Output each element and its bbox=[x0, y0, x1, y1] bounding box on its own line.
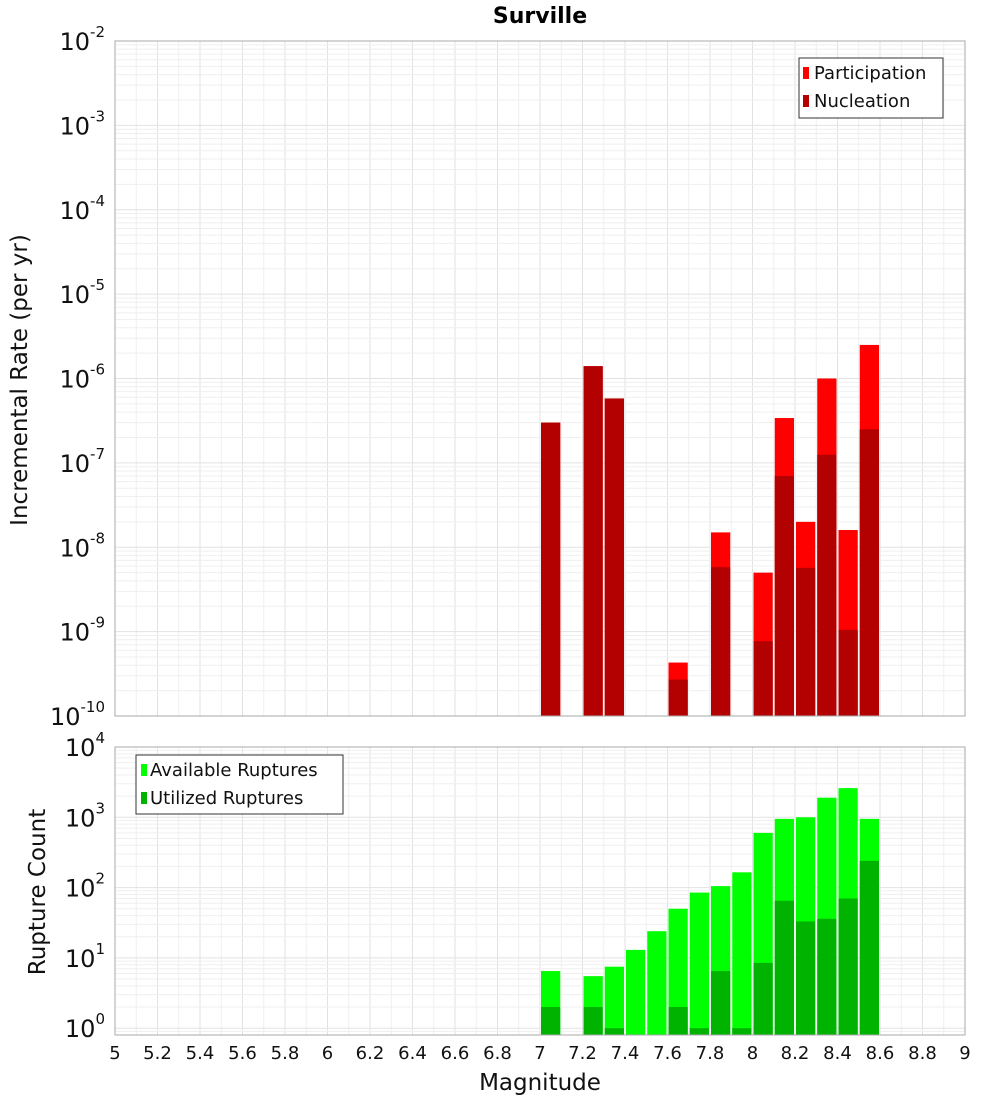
x-tick-label: 7 bbox=[534, 1043, 545, 1064]
utilized-swatch bbox=[141, 792, 147, 804]
count-bar-utilized-ruptures bbox=[541, 1007, 561, 1035]
count-bar-utilized-ruptures bbox=[668, 1007, 688, 1035]
count-bars bbox=[541, 788, 879, 1035]
rate-bars bbox=[541, 344, 879, 716]
participation-legend-label: Participation bbox=[814, 63, 926, 84]
x-tick-label: 7.4 bbox=[611, 1043, 640, 1064]
participation-swatch bbox=[803, 67, 809, 79]
rate-legend-box bbox=[798, 57, 944, 119]
rate-y-tick-label: 10-7 bbox=[59, 445, 105, 478]
rate-y-ticks: 10-2 10-3 10-4 10-5 10-6 10-7 10-8 10-9 10-10 bbox=[50, 23, 105, 731]
x-tick-label: 7.6 bbox=[653, 1043, 682, 1064]
rate-y-tick-label: 10-3 bbox=[59, 107, 105, 140]
count-plot-border bbox=[114, 746, 966, 1036]
count-y-axis-label: Rupture Count bbox=[25, 809, 51, 975]
rate-gridlines bbox=[114, 41, 966, 717]
x-axis-label: Magnitude bbox=[479, 1070, 601, 1096]
count-bar-available-ruptures bbox=[604, 966, 624, 1035]
count-y-tick-label: 102 bbox=[65, 870, 105, 903]
count-y-tick-label: 100 bbox=[65, 1010, 105, 1043]
count-y-tick-label: 103 bbox=[65, 799, 105, 832]
count-legend-box bbox=[135, 754, 344, 815]
x-tick-label: 5.6 bbox=[228, 1043, 257, 1064]
rate-panel: 10-2 10-3 10-4 10-5 10-6 10-7 10-8 10-9 10-10 In… bbox=[7, 23, 966, 731]
x-tick-label: 7.2 bbox=[568, 1043, 597, 1064]
count-bar-available-ruptures bbox=[668, 908, 688, 1035]
x-tick-label: 5.4 bbox=[186, 1043, 215, 1064]
x-tick-label: 7.8 bbox=[696, 1043, 725, 1064]
rate-bar-nucleation bbox=[604, 398, 624, 716]
x-tick-label: 5 bbox=[109, 1043, 120, 1064]
count-bar-utilized-ruptures bbox=[753, 962, 773, 1035]
count-y-ticks: 104 103 102 101 100 bbox=[65, 729, 105, 1043]
x-tick-label: 9 bbox=[959, 1043, 970, 1064]
rate-bar-nucleation bbox=[796, 567, 816, 716]
rate-plot-border bbox=[114, 40, 966, 717]
chart-title: Surville bbox=[493, 4, 587, 29]
rate-legend: Participation Nucleation bbox=[798, 57, 944, 119]
count-bar-available-ruptures bbox=[647, 931, 667, 1035]
count-panel: 104 103 102 101 100 5 5.2 5.4 5.6 5.8 6 6.2 6.4 6.6 6… bbox=[25, 729, 971, 1096]
x-tick-label: 6.4 bbox=[398, 1043, 427, 1064]
count-bar-available-ruptures bbox=[732, 872, 752, 1035]
rate-bar-nucleation bbox=[774, 475, 794, 716]
rate-bar-nucleation bbox=[711, 567, 731, 716]
x-ticks: 5 5.2 5.4 5.6 5.8 6 6.2 6.4 6.6 6.8 7 7.2 7.4 7.6 7.8 8… bbox=[109, 1043, 970, 1064]
x-tick-label: 6.2 bbox=[356, 1043, 385, 1064]
count-bar-utilized-ruptures bbox=[711, 971, 731, 1035]
rate-bar-nucleation bbox=[583, 366, 603, 716]
rate-y-tick-label: 10-8 bbox=[59, 529, 105, 562]
available-legend-label: Available Ruptures bbox=[150, 760, 318, 781]
count-bar-utilized-ruptures bbox=[838, 898, 858, 1035]
count-bar-utilized-ruptures bbox=[604, 1028, 624, 1035]
rate-y-tick-label: 10-9 bbox=[59, 614, 105, 647]
x-tick-label: 8.2 bbox=[781, 1043, 810, 1064]
rate-bar-nucleation bbox=[859, 429, 879, 716]
count-bar-available-ruptures bbox=[689, 892, 709, 1035]
x-tick-label: 6.6 bbox=[441, 1043, 470, 1064]
x-tick-label: 8 bbox=[747, 1043, 758, 1064]
rate-bar-nucleation bbox=[817, 454, 837, 716]
available-swatch bbox=[141, 764, 147, 776]
rate-bar-nucleation bbox=[541, 422, 561, 716]
x-tick-label: 5.8 bbox=[271, 1043, 300, 1064]
rate-bar-nucleation bbox=[668, 679, 688, 716]
nucleation-swatch bbox=[803, 95, 809, 107]
rate-y-tick-label: 10-4 bbox=[59, 192, 105, 225]
rate-y-tick-label: 10-5 bbox=[59, 276, 105, 309]
count-bar-utilized-ruptures bbox=[817, 918, 837, 1035]
count-bar-utilized-ruptures bbox=[689, 1028, 709, 1035]
x-tick-label: 6 bbox=[322, 1043, 333, 1064]
count-bar-available-ruptures bbox=[626, 949, 646, 1035]
count-bar-utilized-ruptures bbox=[583, 1007, 603, 1035]
x-tick-label: 5.2 bbox=[143, 1043, 172, 1064]
x-tick-label: 8.6 bbox=[866, 1043, 895, 1064]
rate-bar-nucleation bbox=[753, 641, 773, 716]
count-bar-utilized-ruptures bbox=[859, 860, 879, 1035]
rate-y-tick-label: 10-10 bbox=[50, 698, 105, 731]
count-bar-utilized-ruptures bbox=[732, 1028, 752, 1035]
utilized-legend-label: Utilized Ruptures bbox=[150, 788, 303, 809]
count-bar-utilized-ruptures bbox=[774, 900, 794, 1035]
x-tick-label: 8.4 bbox=[823, 1043, 852, 1064]
x-tick-label: 8.8 bbox=[908, 1043, 937, 1064]
nucleation-legend-label: Nucleation bbox=[814, 91, 910, 112]
rate-y-tick-label: 10-6 bbox=[59, 361, 105, 394]
rate-y-axis-label: Incremental Rate (per yr) bbox=[7, 234, 33, 526]
rate-y-tick-label: 10-2 bbox=[59, 23, 105, 56]
count-y-tick-label: 104 bbox=[65, 729, 105, 762]
rate-bar-nucleation bbox=[838, 629, 858, 716]
count-legend: Available Ruptures Utilized Ruptures bbox=[135, 754, 344, 815]
count-y-tick-label: 101 bbox=[65, 940, 105, 973]
count-bar-utilized-ruptures bbox=[796, 921, 816, 1035]
x-tick-label: 6.8 bbox=[483, 1043, 512, 1064]
